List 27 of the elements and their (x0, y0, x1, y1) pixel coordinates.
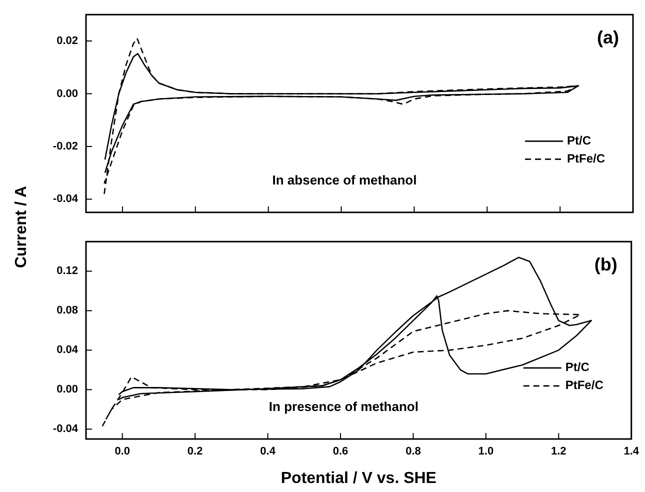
x-tick-label: 1.4 (624, 446, 640, 458)
legend-label: PtFe/C (567, 152, 606, 166)
y-tick-label: -0.04 (52, 423, 79, 436)
x-tick-label: 0.8 (406, 446, 421, 458)
legend-label: PtFe/C (565, 378, 604, 392)
legend-label: Pt/C (565, 360, 590, 374)
y-tick-label: 0.00 (56, 384, 78, 396)
x-axis-title: Potential / V vs. SHE (280, 470, 437, 487)
y-tick-label: -0.02 (52, 140, 78, 152)
legend-label: Pt/C (567, 134, 592, 148)
x-tick-label: 0.6 (332, 446, 348, 458)
x-tick-label: 0.4 (260, 446, 276, 458)
x-tick-label: 1.2 (550, 446, 566, 458)
x-tick-label: 0.0 (114, 446, 130, 458)
x-tick-label: 0.2 (187, 446, 203, 458)
y-tick-label: 0.02 (56, 35, 78, 48)
y-tick-label: -0.04 (52, 193, 79, 206)
annotation: (a) (597, 28, 620, 48)
x-tick-label: 1.0 (478, 446, 494, 458)
y-axis-title: Current / A (13, 186, 31, 268)
annotation: (b) (594, 254, 618, 275)
y-tick-label: 0.08 (56, 304, 78, 317)
annotation: In presence of methanol (268, 398, 418, 414)
annotation: In absence of methanol (272, 172, 417, 188)
y-tick-label: 0.04 (56, 344, 79, 356)
y-tick-label: 0.00 (56, 88, 78, 100)
y-tick-label: 0.12 (56, 265, 78, 278)
